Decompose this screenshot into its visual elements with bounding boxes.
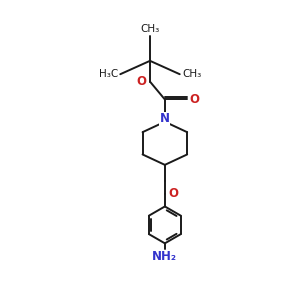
Text: H₃C: H₃C	[99, 69, 118, 79]
Text: N: N	[160, 112, 170, 125]
Text: CH₃: CH₃	[140, 24, 160, 34]
Text: NH₂: NH₂	[152, 250, 177, 263]
Text: O: O	[168, 187, 178, 200]
Text: CH₃: CH₃	[182, 69, 201, 79]
Text: O: O	[190, 93, 200, 106]
Text: O: O	[136, 75, 146, 88]
